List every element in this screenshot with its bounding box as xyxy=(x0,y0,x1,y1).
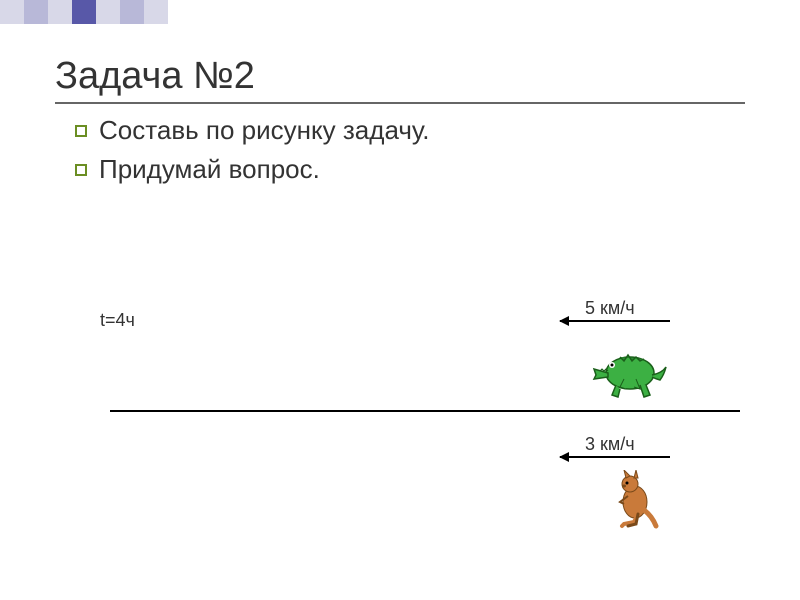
title-underline xyxy=(55,102,745,104)
bullet-item: Составь по рисунку задачу. xyxy=(75,115,430,146)
deco-block xyxy=(120,0,144,24)
deco-block xyxy=(96,0,120,24)
time-label: t=4ч xyxy=(100,310,135,331)
bullet-text: Придумай вопрос. xyxy=(99,154,320,185)
arrow-kangaroo xyxy=(560,456,670,458)
bullet-list: Составь по рисунку задачу. Придумай вопр… xyxy=(75,115,430,193)
page-title: Задача №2 xyxy=(55,55,255,98)
deco-block xyxy=(144,0,168,24)
bullet-text: Составь по рисунку задачу. xyxy=(99,115,430,146)
arrow-crocodile xyxy=(560,320,670,322)
bullet-item: Придумай вопрос. xyxy=(75,154,430,185)
corner-decoration xyxy=(0,0,168,24)
deco-block xyxy=(48,0,72,24)
kangaroo-icon xyxy=(610,470,660,535)
deco-block xyxy=(72,0,96,24)
crocodile-icon xyxy=(590,335,670,410)
deco-block xyxy=(0,0,24,24)
ground-line xyxy=(110,410,740,412)
deco-block xyxy=(24,0,48,24)
bullet-marker xyxy=(75,125,87,137)
speed-label-kangaroo: 3 км/ч xyxy=(585,434,635,455)
bullet-marker xyxy=(75,164,87,176)
speed-label-crocodile: 5 км/ч xyxy=(585,298,635,319)
